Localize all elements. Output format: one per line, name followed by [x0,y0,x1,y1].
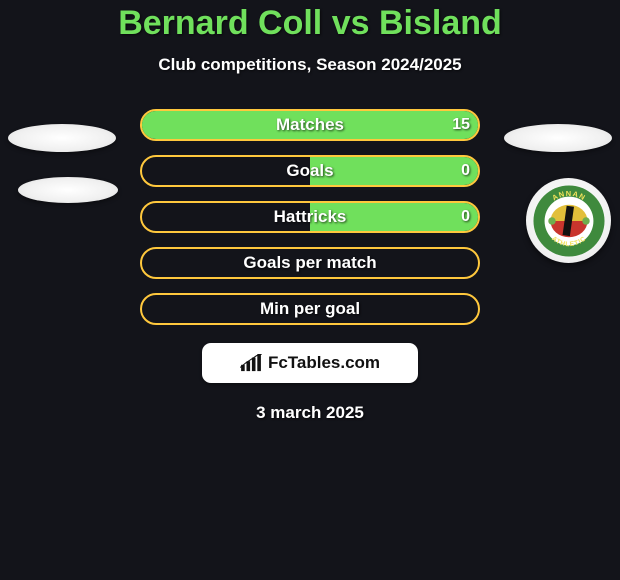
bar-chart-icon [240,354,262,372]
stat-row: Goals per match [140,247,480,279]
player-right-placeholder-icon [504,124,612,152]
stat-row: Goals0 [140,155,480,187]
chart-date: 3 march 2025 [0,403,620,423]
club-crest-annan: ANNAN ATHLETIC [526,178,611,263]
annan-athletic-crest-icon: ANNAN ATHLETIC [532,184,606,258]
page-title: Bernard Coll vs Bisland [0,4,620,43]
stat-row: Min per goal [140,293,480,325]
subtitle: Club competitions, Season 2024/2025 [0,55,620,75]
stat-row: Matches15 [140,109,480,141]
brand-text: FcTables.com [268,353,380,373]
fctables-brand: FcTables.com [202,343,418,383]
stat-row: Hattricks0 [140,201,480,233]
club-left-placeholder-icon [18,177,118,203]
player-left-placeholder-icon [8,124,116,152]
